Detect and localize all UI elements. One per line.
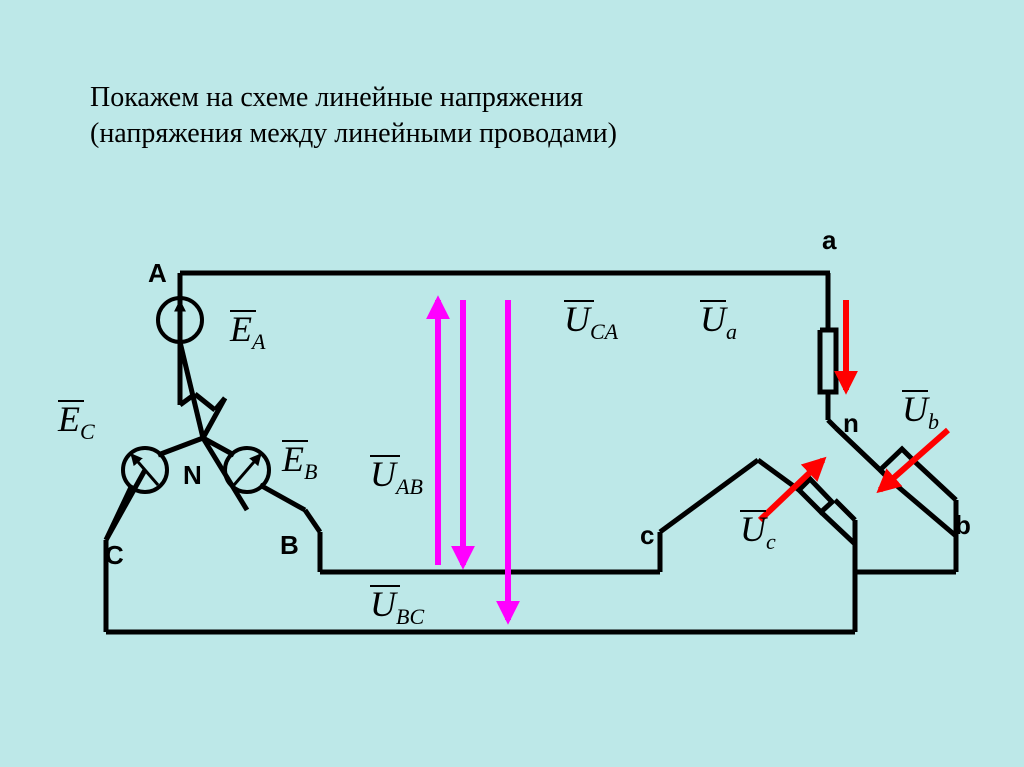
node-n: n <box>843 408 859 439</box>
title-line1: Покажем на схеме линейные напряжения <box>90 82 583 113</box>
node-b: b <box>955 510 971 541</box>
node-c: c <box>640 520 654 551</box>
phasor-EC: EC <box>58 400 95 445</box>
title-line2: (напряжения между линейными проводами) <box>90 118 617 149</box>
node-A: A <box>148 258 167 289</box>
node-a: a <box>822 225 836 256</box>
phasor-EB: EB <box>282 440 317 485</box>
phasor-Ub: Ub <box>902 390 939 435</box>
node-C: C <box>105 540 124 571</box>
phasor-Ua: Ua <box>700 300 737 345</box>
slide: Покажем на схеме линейные напряжения (на… <box>0 0 1024 767</box>
phasor-Uc: Uc <box>740 510 776 555</box>
node-N: N <box>183 460 202 491</box>
slide-title: Покажем на схеме линейные напряжения (на… <box>90 80 617 153</box>
phasor-UCA: UCA <box>564 300 618 345</box>
node-B: B <box>280 530 299 561</box>
phasor-UAB: UAB <box>370 455 423 500</box>
phasor-UBC: UBC <box>370 585 424 630</box>
phasor-EA: EA <box>230 310 265 355</box>
